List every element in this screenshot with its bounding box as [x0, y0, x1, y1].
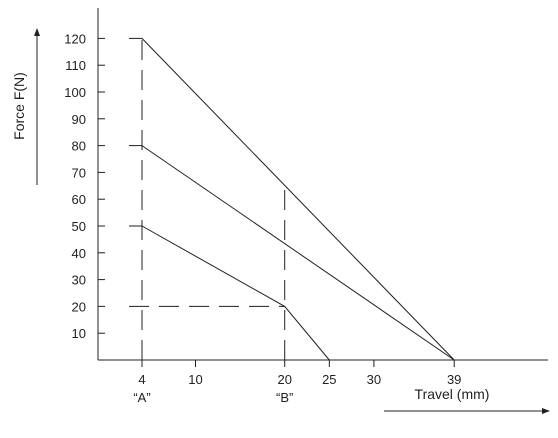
x-tick-label-30: 30 — [367, 372, 381, 387]
x-tick-label-4: 4 — [138, 372, 145, 387]
x-tick-label-25: 25 — [322, 372, 336, 387]
annotation-1: “A” — [133, 390, 150, 405]
x-tick-label-10: 10 — [188, 372, 202, 387]
y-tick-label-80: 80 — [72, 139, 86, 154]
y-tick-label-100: 100 — [64, 85, 86, 100]
x-axis-label: Travel (mm) — [415, 386, 490, 402]
series-3-line — [141, 225, 330, 361]
y-tick-label-120: 120 — [64, 31, 86, 46]
y-tick-label-40: 40 — [72, 246, 86, 261]
x-tick-label-20: 20 — [277, 372, 291, 387]
annotations: “A” “B” — [133, 390, 293, 405]
annotation-2: “B” — [276, 390, 293, 405]
x-axis-title-group: Travel (mm) — [384, 386, 550, 414]
x-axis-arrowhead — [542, 408, 550, 414]
y-axis-title-group: Force F(N) — [11, 28, 40, 185]
series-1-line — [141, 38, 455, 361]
guide-lines — [129, 38, 286, 360]
y-tick-label-10: 10 — [72, 326, 86, 341]
y-tick-label-110: 110 — [65, 58, 86, 73]
y-tick-label-60: 60 — [72, 192, 86, 207]
series-lines — [129, 37, 455, 361]
y-tick-label-90: 90 — [72, 112, 86, 127]
y-tick-label-20: 20 — [72, 299, 86, 314]
y-axis-label: Force F(N) — [11, 72, 27, 140]
y-tick-label-30: 30 — [72, 273, 86, 288]
y-ticks: 10 20 30 40 50 60 70 80 90 100 110 120 — [64, 31, 105, 341]
x-ticks: 4 10 20 25 30 39 — [138, 360, 461, 387]
series-2-line — [141, 145, 455, 361]
y-axis-arrowhead — [34, 28, 40, 36]
y-tick-label-50: 50 — [72, 219, 86, 234]
x-tick-label-39: 39 — [447, 372, 461, 387]
y-tick-label-70: 70 — [72, 165, 86, 180]
